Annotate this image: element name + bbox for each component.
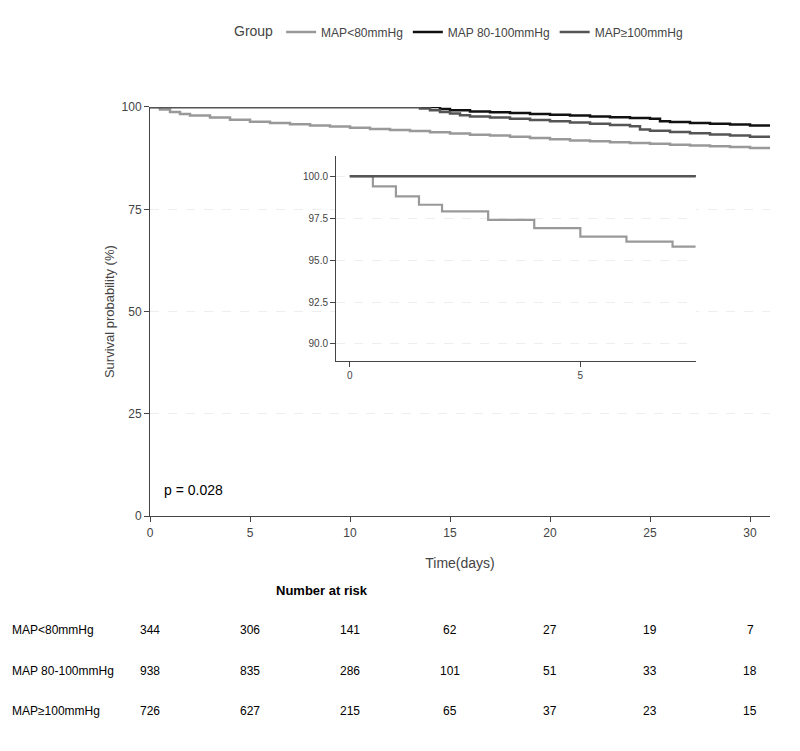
svg-text:10: 10 [343,526,357,540]
svg-text:835: 835 [240,664,260,678]
svg-text:75: 75 [128,203,142,217]
svg-text:62: 62 [443,623,457,637]
svg-text:306: 306 [240,623,260,637]
svg-text:95.0: 95.0 [309,255,329,266]
svg-text:0: 0 [347,370,353,381]
svg-text:141: 141 [340,623,360,637]
svg-text:726: 726 [140,704,160,718]
svg-text:92.5: 92.5 [309,297,329,308]
svg-text:MAP 80-100mmHg: MAP 80-100mmHg [448,26,550,40]
svg-text:23: 23 [643,704,657,718]
svg-text:100.0: 100.0 [303,171,328,182]
svg-text:25: 25 [128,407,142,421]
svg-text:33: 33 [643,664,657,678]
svg-text:18: 18 [743,664,757,678]
svg-text:51: 51 [543,664,557,678]
svg-text:344: 344 [140,623,160,637]
svg-text:90.0: 90.0 [309,338,329,349]
svg-text:MAP≥100mmHg: MAP≥100mmHg [12,704,100,718]
svg-text:p = 0.028: p = 0.028 [164,482,223,498]
svg-text:25: 25 [643,526,657,540]
svg-text:215: 215 [340,704,360,718]
svg-text:0: 0 [135,509,142,523]
svg-text:19: 19 [643,623,657,637]
svg-text:15: 15 [443,526,457,540]
svg-text:MAP<80mmHg: MAP<80mmHg [12,623,94,637]
svg-text:30: 30 [743,526,757,540]
svg-text:Survival probability (%): Survival probability (%) [102,245,117,378]
svg-text:101: 101 [440,664,460,678]
svg-text:MAP≥100mmHg: MAP≥100mmHg [595,26,683,40]
svg-text:7: 7 [747,623,754,637]
svg-text:97.5: 97.5 [309,213,329,224]
svg-text:0: 0 [147,526,154,540]
svg-text:Group: Group [234,23,273,39]
svg-text:100: 100 [122,100,142,114]
svg-text:MAP 80-100mmHg: MAP 80-100mmHg [12,664,114,678]
svg-text:37: 37 [543,704,557,718]
svg-text:5: 5 [247,526,254,540]
svg-text:15: 15 [743,704,757,718]
svg-text:27: 27 [543,623,557,637]
svg-text:50: 50 [128,305,142,319]
svg-text:5: 5 [578,370,584,381]
svg-text:938: 938 [140,664,160,678]
svg-text:Number at risk: Number at risk [276,583,368,598]
svg-text:65: 65 [443,704,457,718]
svg-text:MAP<80mmHg: MAP<80mmHg [321,26,403,40]
svg-text:286: 286 [340,664,360,678]
svg-text:627: 627 [240,704,260,718]
svg-text:20: 20 [543,526,557,540]
svg-text:Time(days): Time(days) [425,555,495,571]
